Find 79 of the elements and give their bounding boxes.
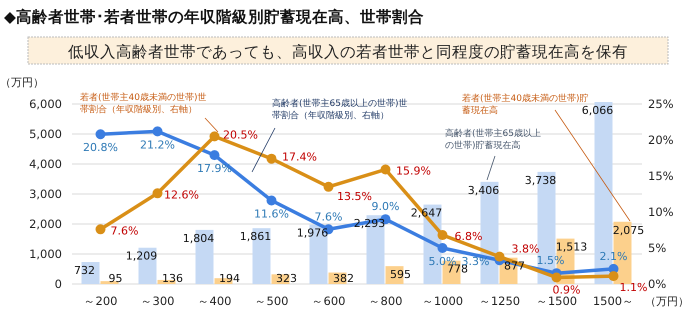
y-tick-label: 5,000 xyxy=(29,127,62,141)
chart-title: ◆高齢者世帯･若者世帯の年収階級別貯蓄現在高、世帯割合 xyxy=(4,7,424,26)
point xyxy=(438,230,448,240)
data-label: 2,075 xyxy=(612,224,644,237)
data-label: 732 xyxy=(74,264,95,278)
data-label: 1,513 xyxy=(556,240,588,254)
data-label: 17.9% xyxy=(197,162,232,176)
data-label: 3,406 xyxy=(468,184,500,197)
x-tick-label: ～1250 xyxy=(478,294,520,308)
point xyxy=(210,131,220,142)
data-label: 20.8% xyxy=(83,141,118,154)
data-label: 194 xyxy=(219,272,240,285)
point xyxy=(152,188,162,198)
point xyxy=(96,129,106,140)
data-label: 382 xyxy=(333,272,354,285)
data-label: 0.9% xyxy=(552,284,580,297)
data-label: 15.9% xyxy=(396,164,431,178)
x-tick-label: ～1000 xyxy=(422,294,464,308)
point xyxy=(266,195,276,206)
x-tick-label: ～800 xyxy=(368,294,402,308)
data-label: 2.1% xyxy=(600,250,628,263)
data-label: 136 xyxy=(162,272,183,285)
y2-tick-label: 15% xyxy=(648,169,674,183)
subtitle-box: 低収入高齢者世帯であっても、高収入の若者世帯と同程度の貯蓄現在高を保有 xyxy=(28,36,668,64)
x-tick-label: ～200 xyxy=(84,294,118,308)
y-tick-label: 3,000 xyxy=(29,187,62,201)
data-label: 595 xyxy=(390,268,411,282)
y2-tick-label: 25% xyxy=(648,97,674,111)
data-label: 7.6% xyxy=(110,224,138,238)
data-label: 95 xyxy=(108,272,122,285)
data-label: 6.8% xyxy=(454,230,482,244)
y2-tick-label: 0% xyxy=(648,277,666,291)
text: 高齢者(世帯主65歳以上の世帯)貯蓄現在高 xyxy=(445,128,542,152)
data-label: 9.0% xyxy=(372,200,400,214)
point xyxy=(266,154,276,164)
y-tick-label: 0 xyxy=(54,277,62,291)
data-label: 3.8% xyxy=(512,242,540,256)
data-label: 6,066 xyxy=(582,104,614,118)
point xyxy=(552,272,562,283)
point xyxy=(210,150,220,160)
y-tick-label: 1,000 xyxy=(29,247,62,261)
data-label: 12.6% xyxy=(164,188,199,202)
y-tick-label: 2,000 xyxy=(29,217,62,231)
data-label: 1,209 xyxy=(126,250,158,263)
data-label: 7.6% xyxy=(314,210,342,224)
x-tick-label: ～400 xyxy=(198,294,232,308)
data-label: 1,861 xyxy=(240,230,272,244)
y-tick-label: 4,000 xyxy=(29,157,62,171)
data-label: 13.5% xyxy=(337,190,372,203)
series-label: 若者(世帯主40歳未満の世帯)世帯割合（年収階級別、右軸） xyxy=(80,92,208,116)
data-label: 3,738 xyxy=(524,174,556,187)
chart-subtitle: 低収入高齢者世帯であっても、高収入の若者世帯と同程度の貯蓄現在高を保有 xyxy=(68,43,628,61)
y-axis-title: （万円） xyxy=(0,76,44,89)
x-tick-label: ～300 xyxy=(140,294,174,308)
x-tick-label: ～500 xyxy=(254,294,288,308)
x-tick-label: ～600 xyxy=(312,294,346,308)
point xyxy=(96,224,106,234)
y2-tick-label: 10% xyxy=(648,205,674,219)
data-label: 1,976 xyxy=(296,226,328,240)
point xyxy=(608,271,618,282)
point xyxy=(324,182,334,192)
data-label: 1,804 xyxy=(182,232,214,245)
y2-tick-label: 5% xyxy=(648,241,666,255)
point xyxy=(438,243,448,253)
point xyxy=(152,126,162,136)
data-label: 21.2% xyxy=(140,138,175,152)
data-label: 17.4% xyxy=(282,150,317,164)
x-tick-label: ～1500 xyxy=(536,294,578,308)
point xyxy=(494,252,504,262)
y2-tick-label: 20% xyxy=(648,133,674,147)
data-label: 323 xyxy=(276,272,297,285)
data-label: 1.1% xyxy=(620,281,648,294)
x-tick-label: 1500～ xyxy=(592,294,634,308)
y-tick-label: 6,000 xyxy=(29,97,62,111)
data-label: 20.5% xyxy=(223,128,258,142)
data-label: 11.6% xyxy=(254,207,289,220)
text: 高齢者(世帯主65歳以上の世帯)世帯割合（年収階級別、右軸） xyxy=(272,98,408,122)
point xyxy=(380,164,390,175)
x-axis-title: （万円） xyxy=(645,295,684,308)
